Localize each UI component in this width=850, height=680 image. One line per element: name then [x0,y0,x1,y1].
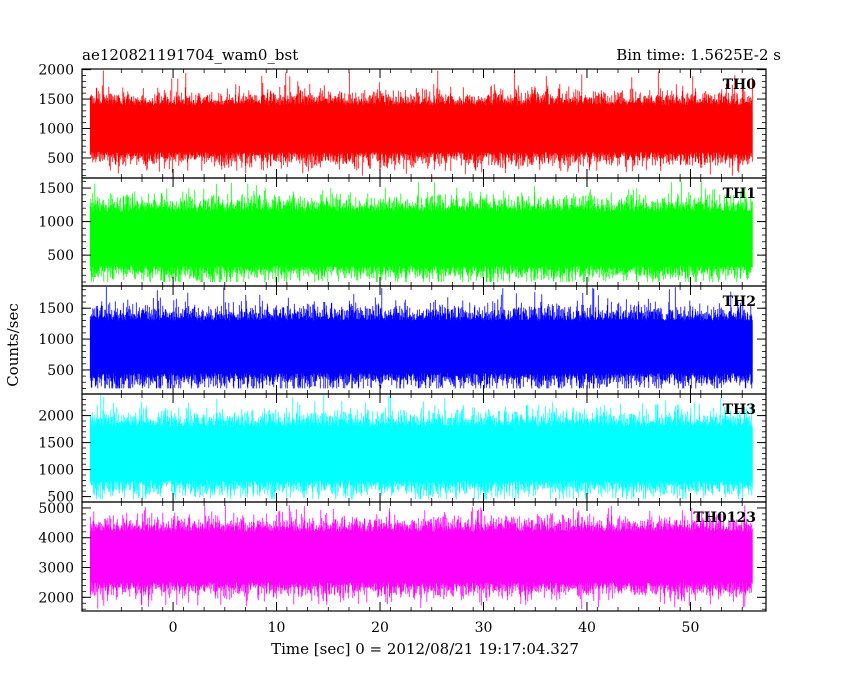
panel-frame [81,501,767,612]
y-tick-label: 500 [47,151,74,167]
series-core-th0 [90,113,753,144]
chart-title: ae120821191704_wam0_bst [82,46,298,64]
bin-time-label: Bin time: 1.5625E-2 s [616,46,781,64]
panel-label: TH1 [723,186,756,202]
panel-label: TH0123 [693,510,756,526]
y-tick-label: 1000 [38,215,74,231]
x-tick-label: 50 [682,620,700,636]
panel-th1: 500 1000 1500 TH1 [38,177,767,287]
x-axis: 0 10 20 30 40 50 [169,620,700,636]
panel-th2: 500 1000 1500 TH2 [38,285,767,395]
x-axis-label: Time [sec] 0 = 2012/08/21 19:17:04.327 [271,640,579,658]
y-tick-label: 1500 [38,301,74,317]
x-tick-label: 0 [169,620,178,636]
panel-th0123: 2000 3000 4000 5000 TH0123 [38,501,767,612]
y-tick-label: 2000 [38,590,74,606]
panel-th0: 500 1000 1500 2000 TH0 [38,63,767,179]
y-tick-label: 2000 [38,409,74,425]
panel-label: TH2 [723,294,756,310]
y-axis-label: Counts/sec [4,303,22,387]
series-core-th2 [90,329,753,364]
y-tick-label: 5000 [38,501,74,517]
y-tick-label: 1000 [38,332,74,348]
panel-label: TH3 [723,402,756,418]
x-tick-label: 30 [475,620,493,636]
y-tick-label: 500 [47,363,74,379]
x-tick-label: 10 [268,620,286,636]
y-tick-label: 500 [47,248,74,264]
y-tick-label: 2000 [38,63,74,79]
panel-label: TH0 [723,77,757,93]
y-tick-label: 1500 [38,436,74,452]
y-tick-label: 3000 [38,561,74,577]
panels-group: 500 1000 1500 2000 TH0 500 1000 1500 TH1 500 1000 1… [38,63,767,612]
y-tick-label: 1500 [38,92,74,108]
series-core-th1 [90,220,753,256]
y-tick-label: 1000 [38,463,74,479]
y-tick-label: 4000 [38,531,74,547]
y-tick-label: 500 [47,490,74,506]
y-tick-label: 1000 [38,122,74,138]
series-core-th0123 [90,540,753,574]
y-tick-label: 1500 [38,181,74,197]
x-tick-label: 40 [578,620,596,636]
x-tick-label: 20 [371,620,389,636]
series-core-th3 [90,435,753,471]
panel-th3: 500 1000 1500 2000 TH3 [38,393,767,506]
